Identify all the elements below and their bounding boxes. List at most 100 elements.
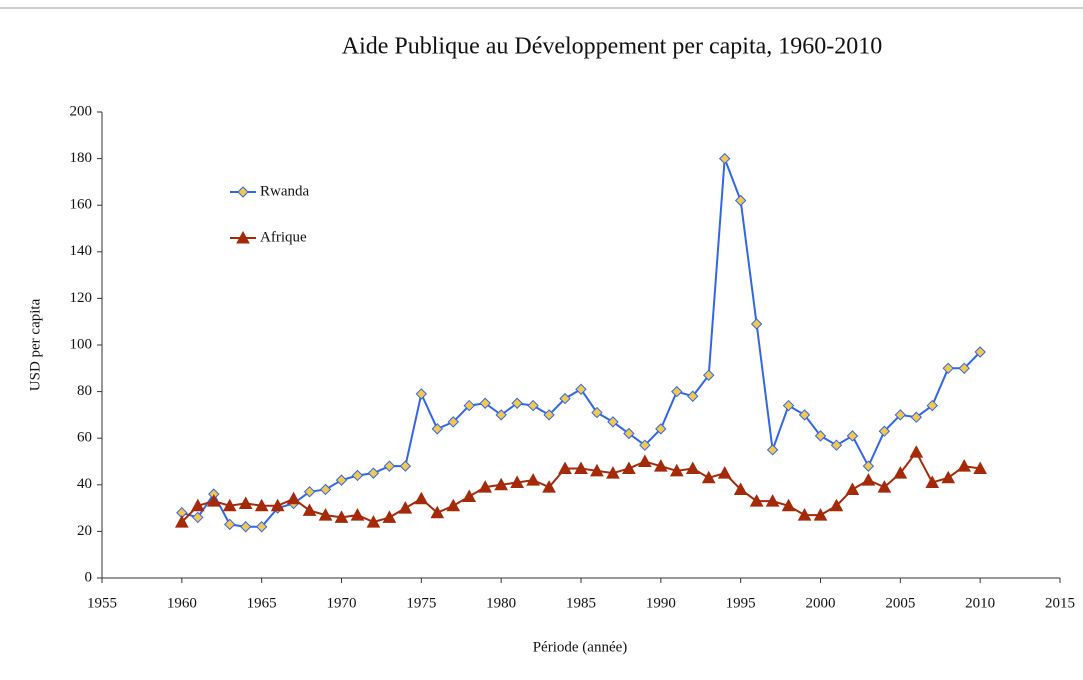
data-point [222,498,237,512]
data-point [813,508,828,521]
data-point [942,362,954,375]
data-point [511,397,523,409]
data-point [750,318,763,330]
x-tick-label: 1995 [726,595,756,611]
data-point [367,467,380,479]
data-point [190,498,205,512]
data-point [366,515,381,528]
data-point [303,486,316,498]
data-point [829,498,844,512]
data-point [286,491,301,505]
data-point [319,483,332,496]
data-point [255,521,268,533]
data-point [798,409,811,421]
data-point [398,501,413,514]
x-tick-label: 1980 [486,595,516,611]
data-point [877,480,892,493]
data-point [575,383,587,395]
data-point [974,346,986,358]
x-tick-label: 1985 [566,595,596,611]
data-point [479,397,491,409]
data-point [574,461,588,474]
x-tick-label: 2015 [1045,595,1075,611]
y-axis-label: USD per capita [27,298,43,391]
data-point [254,498,269,512]
data-point [270,498,285,512]
data-point [638,454,652,467]
data-point [335,474,348,486]
data-point [941,470,956,484]
data-point [973,461,988,474]
data-point [830,439,843,451]
data-point [494,477,509,491]
data-point [765,494,780,507]
data-point [717,466,732,479]
data-point [559,392,571,405]
data-point [382,510,397,523]
data-point [238,496,253,509]
data-point [909,445,924,458]
x-tick-label: 1990 [646,595,676,611]
x-tick-label: 2005 [885,595,915,611]
x-tick-label: 1975 [406,595,436,611]
data-point [957,459,972,472]
data-point [351,469,364,482]
x-tick-label: 1965 [247,595,277,611]
data-point [655,423,667,435]
data-point [542,480,556,493]
y-tick-label: 120 [70,290,93,306]
data-point [239,521,252,533]
data-point [926,399,938,412]
data-point [399,460,412,472]
data-point [224,518,236,531]
data-point [685,461,700,474]
y-tick-label: 60 [77,430,92,446]
data-point [463,399,475,412]
data-point [192,511,204,524]
data-point [846,430,859,442]
y-tick-label: 100 [70,336,93,352]
x-tick-label: 1955 [87,595,117,611]
data-point [671,385,683,398]
data-point [526,473,540,486]
y-tick-label: 160 [70,197,93,213]
y-tick-label: 140 [70,243,93,259]
data-point [447,416,459,428]
y-tick-label: 40 [77,476,92,492]
data-point [639,439,651,451]
data-point [350,508,365,521]
data-point [766,444,779,456]
data-point [703,369,715,381]
data-point [334,510,349,523]
data-point [414,491,429,505]
data-point [814,430,827,442]
data-point [623,427,635,440]
data-point [669,463,684,477]
chart-title: Aide Publique au Développement per capit… [342,34,883,60]
legend-marker [236,230,250,244]
data-point [622,461,636,474]
data-point [862,460,875,472]
y-tick-label: 200 [70,103,93,119]
data-point [893,466,908,479]
data-point [462,489,477,502]
data-point [446,498,461,512]
data-point [687,390,699,402]
data-point [749,494,764,507]
x-tick-label: 1970 [327,595,357,611]
legend-label: Rwanda [260,183,309,199]
data-point [543,409,555,421]
data-point [591,406,603,419]
data-point [733,482,748,495]
data-point [734,194,747,207]
data-point [797,508,812,521]
data-point [782,399,795,412]
y-tick-label: 80 [77,383,92,399]
data-point [206,494,221,507]
data-point [958,362,970,375]
data-point [607,416,619,428]
data-point [430,505,445,519]
data-point [781,498,796,512]
data-point [495,409,507,421]
